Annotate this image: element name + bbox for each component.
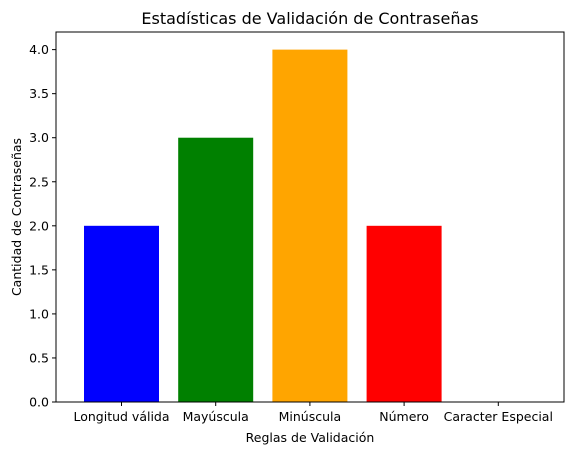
y-tick-label: 1.0 <box>29 306 49 321</box>
bar-3 <box>272 49 348 402</box>
y-tick-label: 3.0 <box>29 130 49 145</box>
bar-2 <box>178 137 254 402</box>
bar-1 <box>84 225 159 402</box>
x-tick-label: Mayúscula <box>183 409 249 424</box>
x-tick-label: Número <box>379 409 429 424</box>
x-axis-ticks: Longitud válida Mayúscula Minúscula Número C… <box>73 402 553 424</box>
y-tick-label: 2.0 <box>29 218 49 233</box>
plot-frame <box>55 31 565 403</box>
y-axis-ticks: 0.0 0.5 1.0 1.5 2.0 2.5 3.0 3.5 4.0 <box>29 42 56 410</box>
x-tick-label: Caracter Especial <box>444 409 553 424</box>
y-tick-label: 1.5 <box>29 262 49 277</box>
y-axis-label: Cantidad de Contraseñas <box>9 138 24 296</box>
y-tick-label: 4.0 <box>29 42 49 57</box>
y-tick-label: 3.5 <box>29 86 49 101</box>
x-tick-label: Minúscula <box>279 409 342 424</box>
y-tick-label: 2.5 <box>29 174 49 189</box>
bar-4 <box>366 225 442 402</box>
y-tick-label: 0.5 <box>29 350 49 365</box>
x-axis-label: Reglas de Validación <box>246 430 375 445</box>
chart-title: Estadísticas de Validación de Contraseña… <box>141 9 478 28</box>
bars-group <box>84 49 442 402</box>
x-tick-label: Longitud válida <box>73 409 169 424</box>
y-tick-label: 0.0 <box>29 395 49 410</box>
